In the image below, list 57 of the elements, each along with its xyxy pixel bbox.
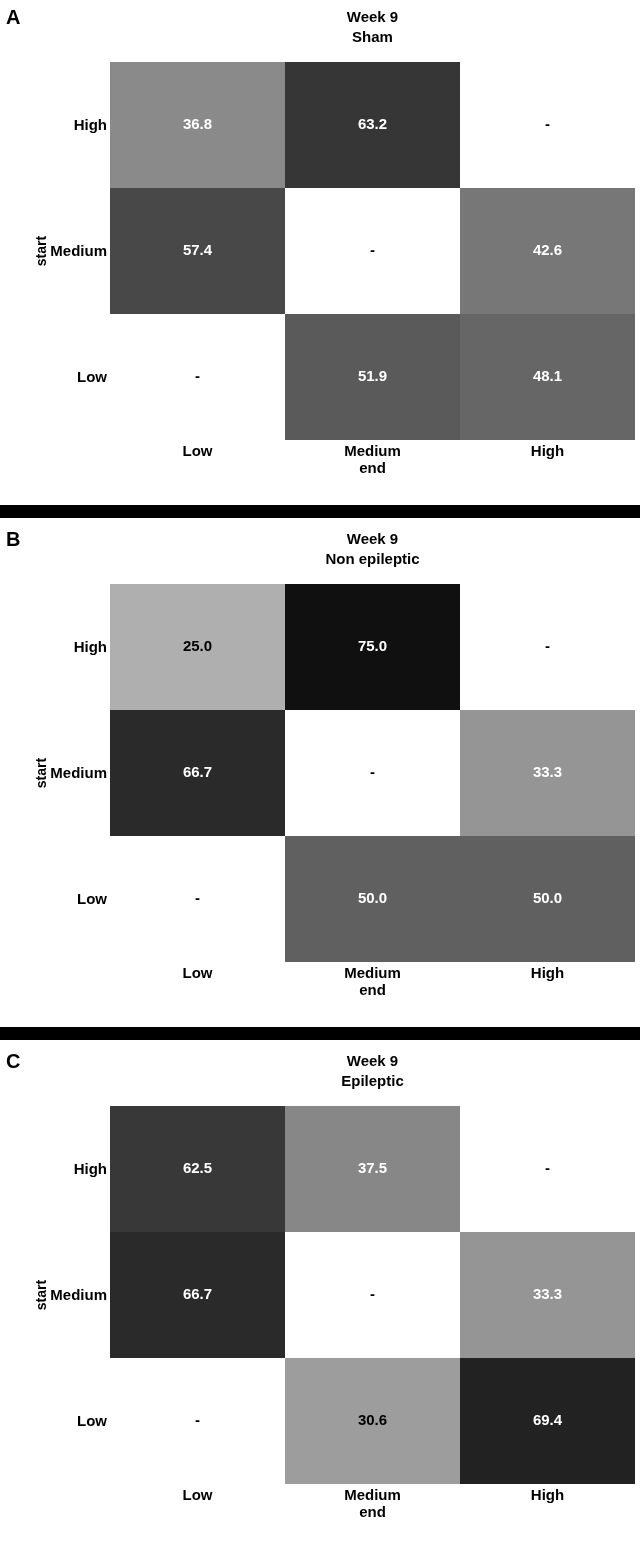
data-label: 51.9 (357, 366, 388, 384)
text: - (195, 366, 200, 384)
data-label: 25.0 (182, 636, 213, 654)
text: - (370, 762, 375, 780)
y-tick-label: Medium (50, 764, 107, 782)
y-axis-title: start (32, 757, 49, 789)
text: - (195, 888, 200, 906)
chart-title: Week 9 Epileptic (341, 1052, 404, 1089)
data-label: 75.0 (357, 636, 388, 654)
data-label: 36.8 (182, 114, 213, 132)
x-axis-title: end (359, 459, 386, 476)
y-tick-label: Low (77, 368, 108, 386)
text: - (545, 1158, 550, 1176)
data-label: 30.6 (357, 1410, 388, 1428)
y-tick-label: High (73, 116, 107, 134)
x-tick-label: Medium (344, 1486, 401, 1503)
y-tick-label: Low (77, 1412, 108, 1430)
x-tick-label: Low (182, 964, 213, 981)
data-label: 66.7 (182, 1284, 213, 1302)
data-label: 48.1 (532, 366, 563, 384)
data-label: 57.4 (182, 240, 213, 258)
y-tick-label: Low (77, 890, 108, 908)
x-axis-title: end (359, 1503, 386, 1520)
x-tick-label: High (530, 442, 565, 459)
text: - (370, 240, 375, 258)
text: - (195, 1410, 200, 1428)
x-tick-label: Medium (344, 442, 401, 459)
data-label: 66.7 (182, 762, 213, 780)
y-tick-label: High (73, 1160, 107, 1178)
x-tick-label: Low (182, 442, 213, 459)
x-tick-label: Medium (344, 964, 401, 981)
data-label: 69.4 (532, 1410, 563, 1428)
data-label: 50.0 (357, 888, 388, 906)
text: A (6, 6, 21, 28)
text: C (6, 1050, 21, 1072)
chart-title: Week 9 Non epileptic (325, 530, 420, 567)
y-tick-label: Medium (50, 1286, 107, 1304)
text: - (545, 636, 550, 654)
text: - (545, 114, 550, 132)
x-tick-label: Low (182, 1486, 213, 1503)
data-label: 42.6 (532, 240, 563, 258)
data-label: 33.3 (532, 762, 563, 780)
data-label: 63.2 (357, 114, 388, 132)
y-tick-label: High (73, 638, 107, 656)
x-axis-title: end (359, 981, 386, 998)
data-label: 33.3 (532, 1284, 563, 1302)
x-tick-label: High (530, 1486, 565, 1503)
y-tick-label: Medium (50, 242, 107, 260)
text: - (370, 1284, 375, 1302)
data-label: 62.5 (182, 1158, 213, 1176)
x-tick-label: High (530, 964, 565, 981)
data-label: 50.0 (532, 888, 563, 906)
y-axis-title: start (32, 1279, 49, 1311)
text: B (6, 528, 21, 550)
y-axis-title: start (32, 235, 49, 267)
data-label: 37.5 (357, 1158, 388, 1176)
chart-title: Week 9 Sham (346, 8, 399, 45)
